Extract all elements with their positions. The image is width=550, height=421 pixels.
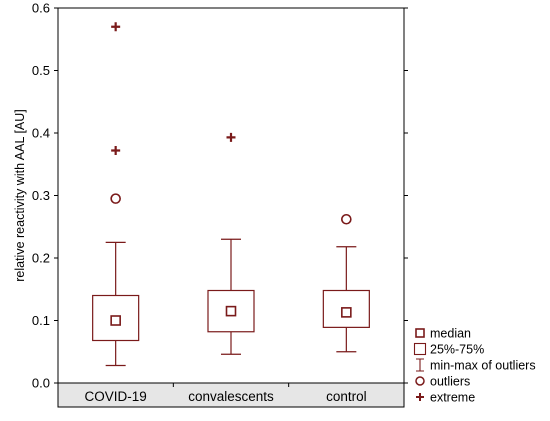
legend-label: min-max of outliers bbox=[430, 359, 536, 373]
iqr-box bbox=[322, 289, 370, 328]
median-marker bbox=[341, 307, 352, 318]
iqr-box bbox=[92, 294, 140, 342]
median-marker bbox=[225, 305, 237, 317]
y-tick-label: 0.0 bbox=[32, 376, 50, 391]
y-tick-label: 0.2 bbox=[32, 251, 50, 266]
legend-label: 25%-75% bbox=[430, 343, 484, 357]
category-band bbox=[58, 383, 404, 407]
y-tick-label: 0.4 bbox=[32, 126, 50, 141]
legend-outlier-symbol bbox=[415, 376, 425, 386]
extreme-point bbox=[111, 22, 121, 32]
legend-label: extreme bbox=[430, 391, 475, 405]
y-tick-label: 0.6 bbox=[32, 1, 50, 16]
plot-frame bbox=[57, 7, 405, 408]
outlier-point bbox=[110, 193, 121, 204]
category-label: control bbox=[326, 389, 367, 404]
y-axis-label: relative reactivity with AAL [AU] bbox=[13, 109, 27, 282]
legend-box-symbol bbox=[413, 342, 427, 356]
median-marker bbox=[110, 315, 121, 326]
legend-label: median bbox=[430, 327, 471, 341]
legend-median-symbol bbox=[415, 328, 425, 338]
y-tick-label: 0.1 bbox=[32, 313, 50, 328]
category-label: COVID-19 bbox=[85, 389, 147, 404]
category-label: convalescents bbox=[188, 389, 274, 404]
outlier-point bbox=[341, 213, 352, 225]
legend-whisker-symbol bbox=[416, 358, 424, 372]
legend-label: outliers bbox=[430, 375, 470, 389]
extreme-point bbox=[111, 146, 121, 155]
extreme-point bbox=[226, 132, 236, 142]
y-tick-label: 0.3 bbox=[32, 188, 50, 203]
legend-extreme-symbol bbox=[416, 393, 424, 401]
iqr-box bbox=[207, 289, 255, 333]
y-tick-label: 0.5 bbox=[32, 63, 50, 78]
